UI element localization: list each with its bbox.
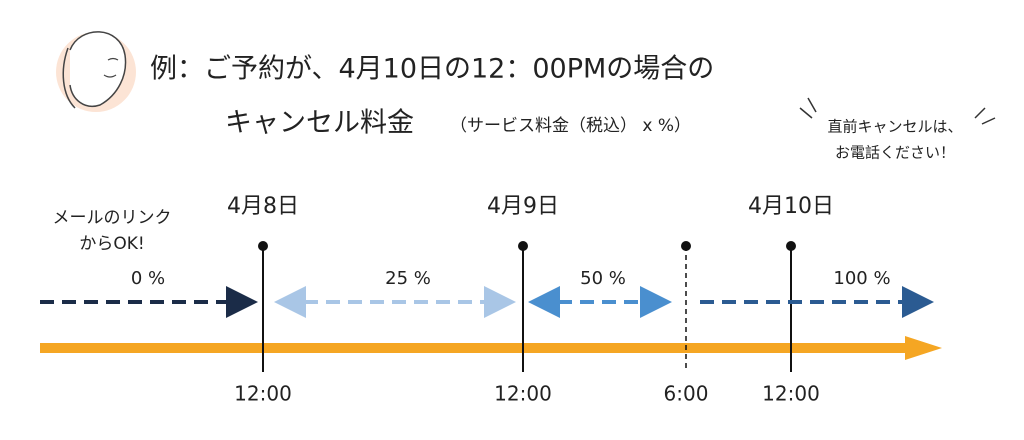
time-label: 6:00 — [664, 382, 709, 406]
note-line: 直前キャンセルは、 — [827, 118, 962, 136]
title-line1: 例：ご予約が、4月10日の12：00PMの場合の — [150, 54, 714, 85]
percent-label: 25 % — [385, 268, 431, 289]
face-icon — [56, 31, 136, 112]
time-label: 12:00 — [762, 382, 820, 406]
date-label: 4月8日 — [227, 194, 299, 219]
subtitle: （サービス料金（税込） x %） — [450, 116, 691, 136]
left-note: メールのリンク — [53, 208, 172, 228]
time-label: 12:00 — [494, 382, 552, 406]
timeline-arrowhead — [905, 336, 942, 360]
percent-label: 0 % — [131, 268, 165, 289]
date-label: 4月9日 — [487, 194, 559, 219]
note-marks — [799, 97, 996, 125]
percent-label: 50 % — [580, 268, 626, 289]
markers — [258, 241, 796, 372]
date-label: 4月10日 — [748, 194, 834, 219]
left-note: からOK! — [79, 234, 144, 254]
note-line: お電話ください！ — [835, 144, 955, 162]
percent-label: 100 % — [833, 268, 890, 289]
title-line2: キャンセル料金 — [225, 108, 414, 139]
time-label: 12:00 — [234, 382, 292, 406]
